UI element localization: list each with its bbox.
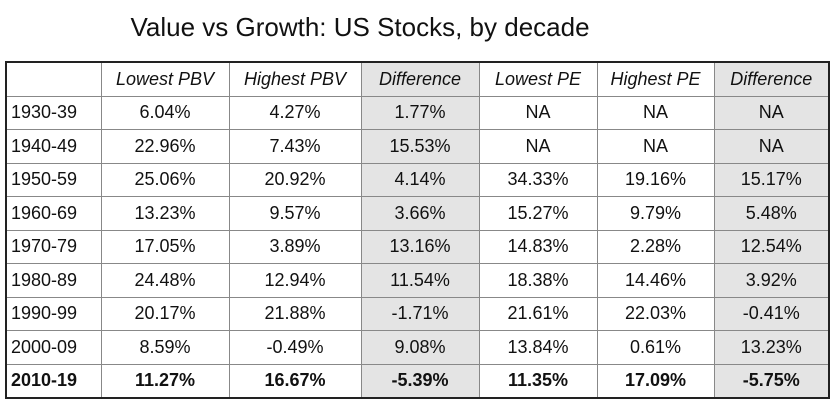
table-cell: 22.03%	[596, 296, 715, 331]
table-cell: NA	[596, 129, 715, 164]
table-row: 1950-59 25.06% 20.92% 4.14% 34.33% 19.16% 15.1…	[5, 162, 830, 197]
table-cell: 18.38%	[478, 263, 598, 298]
table-cell: 2.28%	[596, 229, 715, 264]
table-cell: NA	[713, 129, 830, 164]
row-label: 1960-69	[5, 196, 102, 231]
table-cell: 9.79%	[596, 196, 715, 231]
column-header: Highest PBV	[228, 61, 362, 97]
table-cell: 3.92%	[713, 263, 830, 298]
row-label: 1950-59	[5, 162, 102, 197]
data-table: Lowest PBV Highest PBV Difference Lowest PE…	[5, 61, 830, 399]
row-label: 1930-39	[5, 95, 102, 130]
table-cell: 4.14%	[360, 162, 480, 197]
table-cell: 17.05%	[100, 229, 230, 264]
row-label: 1990-99	[5, 296, 102, 331]
table-cell: 20.17%	[100, 296, 230, 331]
table-cell: 5.48%	[713, 196, 830, 231]
table-row: 2000-09 8.59% -0.49% 9.08% 13.84% 0.61% 13.23%	[5, 330, 830, 365]
table-cell: 7.43%	[228, 129, 362, 164]
table-cell: NA	[713, 95, 830, 130]
table-cell: 13.23%	[713, 330, 830, 365]
column-header: Lowest PBV	[100, 61, 230, 97]
table-cell: 11.35%	[478, 363, 598, 399]
table-cell: 9.08%	[360, 330, 480, 365]
table-cell: -0.41%	[713, 296, 830, 331]
table-cell: NA	[478, 95, 598, 130]
table-cell: NA	[478, 129, 598, 164]
table-cell: 22.96%	[100, 129, 230, 164]
row-label: 2010-19	[5, 363, 102, 399]
row-label: 1940-49	[5, 129, 102, 164]
table-cell: 0.61%	[596, 330, 715, 365]
table-row: 1940-49 22.96% 7.43% 15.53% NA NA NA	[5, 129, 830, 164]
column-header: Difference	[713, 61, 830, 97]
table-cell: 4.27%	[228, 95, 362, 130]
table-cell: -5.75%	[713, 363, 830, 399]
table-cell: 11.54%	[360, 263, 480, 298]
table-cell: 17.09%	[596, 363, 715, 399]
table-cell: 12.94%	[228, 263, 362, 298]
header-row: Lowest PBV Highest PBV Difference Lowest PE…	[5, 61, 830, 97]
table-cell: 20.92%	[228, 162, 362, 197]
table-cell: 3.89%	[228, 229, 362, 264]
column-header: Highest PE	[596, 61, 715, 97]
table-cell: NA	[596, 95, 715, 130]
corner-cell	[5, 61, 102, 97]
table-cell: 24.48%	[100, 263, 230, 298]
table-cell: 34.33%	[478, 162, 598, 197]
row-label: 1970-79	[5, 229, 102, 264]
table-cell: 8.59%	[100, 330, 230, 365]
table-cell: 21.88%	[228, 296, 362, 331]
column-header: Lowest PE	[478, 61, 598, 97]
row-label: 1980-89	[5, 263, 102, 298]
table-cell: 15.53%	[360, 129, 480, 164]
table-cell: 13.16%	[360, 229, 480, 264]
table-cell: 15.27%	[478, 196, 598, 231]
table-row: 2010-19 11.27% 16.67% -5.39% 11.35% 17.09% -5.…	[5, 363, 830, 399]
table-cell: 15.17%	[713, 162, 830, 197]
table-cell: 19.16%	[596, 162, 715, 197]
table-cell: 13.23%	[100, 196, 230, 231]
table-cell: 1.77%	[360, 95, 480, 130]
table-cell: 13.84%	[478, 330, 598, 365]
table-cell: -1.71%	[360, 296, 480, 331]
table-cell: 3.66%	[360, 196, 480, 231]
table-row: 1930-39 6.04% 4.27% 1.77% NA NA NA	[5, 95, 830, 130]
table-cell: 14.46%	[596, 263, 715, 298]
table-cell: 11.27%	[100, 363, 230, 399]
table-row: 1980-89 24.48% 12.94% 11.54% 18.38% 14.46% 3.9…	[5, 263, 830, 298]
table-cell: 6.04%	[100, 95, 230, 130]
table-cell: 21.61%	[478, 296, 598, 331]
table-cell: 14.83%	[478, 229, 598, 264]
table-cell: -5.39%	[360, 363, 480, 399]
title: Value vs Growth: US Stocks, by decade	[130, 12, 590, 42]
column-header: Difference	[360, 61, 480, 97]
table-cell: 16.67%	[228, 363, 362, 399]
table-cell: 9.57%	[228, 196, 362, 231]
table-row: 1970-79 17.05% 3.89% 13.16% 14.83% 2.28% 12.54…	[5, 229, 830, 264]
row-label: 2000-09	[5, 330, 102, 365]
table-cell: 25.06%	[100, 162, 230, 197]
table-row: 1990-99 20.17% 21.88% -1.71% 21.61% 22.03% -0.…	[5, 296, 830, 331]
table-cell: 12.54%	[713, 229, 830, 264]
table-cell: -0.49%	[228, 330, 362, 365]
table-row: 1960-69 13.23% 9.57% 3.66% 15.27% 9.79% 5.48%	[5, 196, 830, 231]
